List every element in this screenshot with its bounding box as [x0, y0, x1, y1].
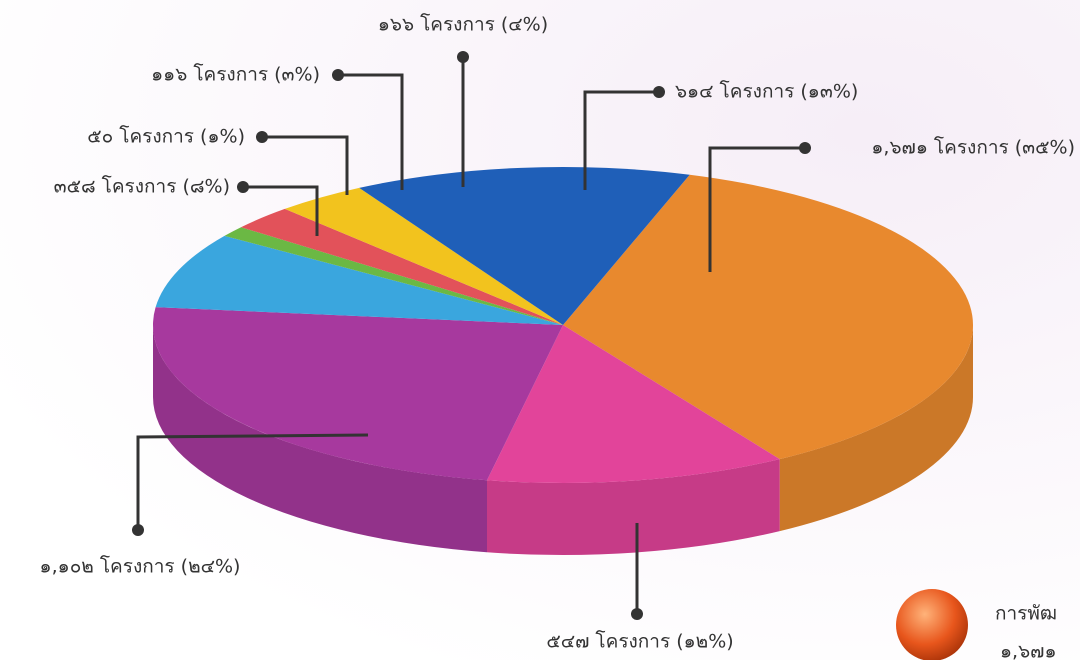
leader-dot — [237, 181, 249, 193]
leader-dot — [256, 131, 268, 143]
data-label: ๑๖๖ โครงการ (๔%) — [378, 13, 548, 36]
data-label: ๕๔๗ โครงการ (๑๒%) — [546, 630, 733, 653]
data-label: ๖๑๔ โครงการ (๑๓%) — [675, 80, 858, 103]
annotation: การพัฒ — [995, 603, 1057, 625]
annotation-icon — [896, 589, 968, 660]
leader-dot — [799, 142, 811, 154]
data-label: ๓๕๘ โครงการ (๘%) — [54, 175, 230, 198]
chart: ๑,๖๗๑ โครงการ (๓๕%) ๕๔๗ โครงการ (๑๒%) ๑,๑๐… — [0, 0, 1080, 660]
data-label: ๑,๖๗๑ โครงการ (๓๕%) — [871, 136, 1075, 159]
pie — [153, 167, 973, 555]
data-label: ๕๐ โครงการ (๑%) — [87, 125, 245, 148]
leader-dot — [631, 608, 643, 620]
annotation: ๑,๖๗๑ — [1000, 641, 1057, 660]
data-label: ๑,๑๐๒ โครงการ (๒๔%) — [40, 555, 241, 578]
leader-dot — [653, 86, 665, 98]
leader-dot — [332, 69, 344, 81]
leader-dot — [457, 51, 469, 63]
data-label: ๑๑๖ โครงการ (๓%) — [151, 63, 320, 86]
leader-dot — [132, 524, 144, 536]
